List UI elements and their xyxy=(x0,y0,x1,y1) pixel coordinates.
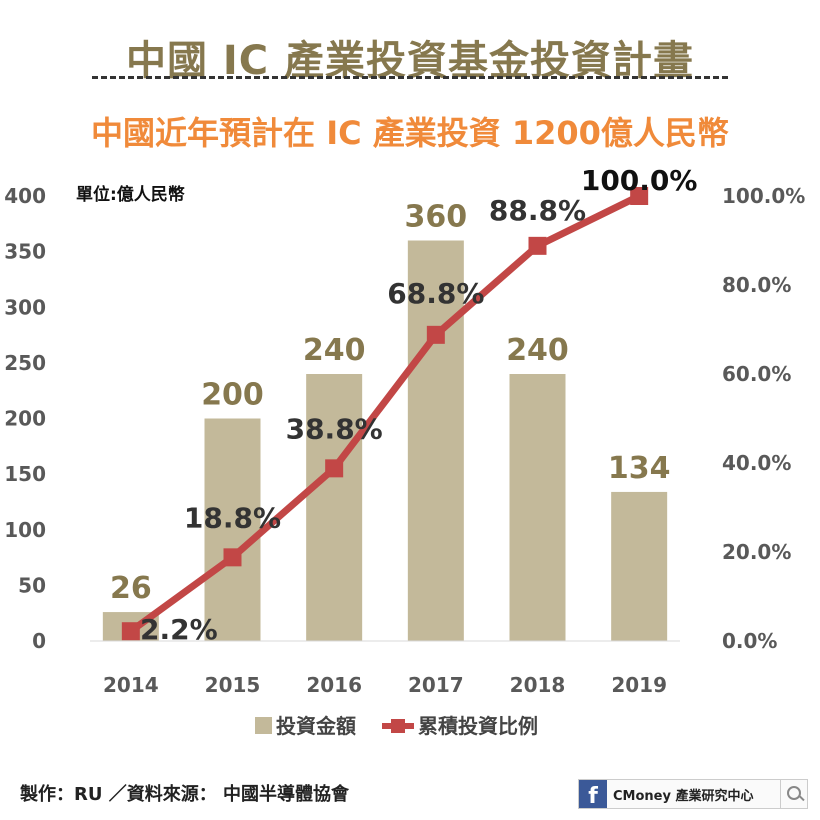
x-axis-tick: 2018 xyxy=(510,673,566,697)
legend-swatch-marker xyxy=(391,719,405,733)
left-axis-tick: 350 xyxy=(4,240,46,264)
x-axis-tick: 2014 xyxy=(103,673,159,697)
legend-label-line: 累積投資比例 xyxy=(418,714,538,738)
facebook-icon: f xyxy=(579,780,607,808)
line-marker xyxy=(426,325,445,344)
left-axis-tick: 250 xyxy=(4,351,46,375)
right-axis-tick: 0.0% xyxy=(722,629,777,653)
line-data-label: 68.8% xyxy=(387,277,484,310)
bar-data-label: 26 xyxy=(110,571,152,606)
search-icon[interactable] xyxy=(780,780,807,808)
line-data-label: 100.0% xyxy=(581,164,698,197)
right-axis-tick: 20.0% xyxy=(722,540,791,564)
title-underline xyxy=(92,76,728,79)
bar xyxy=(407,240,464,641)
line-data-label: 88.8% xyxy=(489,194,586,227)
bar xyxy=(204,418,261,641)
bar-data-label: 360 xyxy=(405,200,468,235)
right-axis-tick: 60.0% xyxy=(722,362,791,386)
bar-data-label: 200 xyxy=(201,378,264,413)
bar-data-label: 240 xyxy=(506,333,569,368)
source-footer: 製作：RU ／資料來源： 中國半導體協會 xyxy=(20,784,350,805)
x-axis-tick: 2015 xyxy=(205,673,261,697)
line-marker xyxy=(325,459,344,478)
right-axis-tick: 100.0% xyxy=(722,184,805,208)
line-marker xyxy=(528,236,547,255)
bar-data-label: 240 xyxy=(303,333,366,368)
legend-label-bar: 投資金額 xyxy=(276,714,356,738)
brand-text: CMoney 產業研究中心 xyxy=(613,788,754,804)
left-axis-tick: 150 xyxy=(4,462,46,486)
right-axis-tick: 80.0% xyxy=(722,273,791,297)
line-marker xyxy=(223,548,242,567)
left-axis-tick: 100 xyxy=(4,518,46,542)
line-marker xyxy=(630,187,649,205)
line-data-label: 2.2% xyxy=(140,613,218,646)
legend-swatch-bar xyxy=(255,717,272,734)
bar-data-label: 134 xyxy=(608,451,671,486)
brand-badge[interactable]: f CMoney 產業研究中心 xyxy=(578,779,808,809)
left-axis-tick: 200 xyxy=(4,407,46,431)
line-data-label: 18.8% xyxy=(184,501,281,534)
left-axis-tick: 0 xyxy=(32,629,46,653)
left-axis-tick: 50 xyxy=(18,573,46,597)
bar xyxy=(306,374,363,641)
left-axis-tick: 300 xyxy=(4,295,46,319)
right-axis-tick: 40.0% xyxy=(722,451,791,475)
line-data-label: 38.8% xyxy=(286,412,383,445)
chart-subtitle: 中國近年預計在 IC 產業投資 1200億人民幣 xyxy=(91,114,729,152)
x-axis-tick: 2016 xyxy=(306,673,362,697)
left-axis-tick: 400 xyxy=(4,184,46,208)
cumulative-line xyxy=(128,192,641,635)
bar xyxy=(611,491,668,641)
unit-label: 單位:億人民幣 xyxy=(76,185,185,205)
line-marker xyxy=(121,622,140,641)
x-axis-tick: 2017 xyxy=(408,673,464,697)
x-axis-tick: 2019 xyxy=(611,673,667,697)
bar xyxy=(509,374,566,641)
